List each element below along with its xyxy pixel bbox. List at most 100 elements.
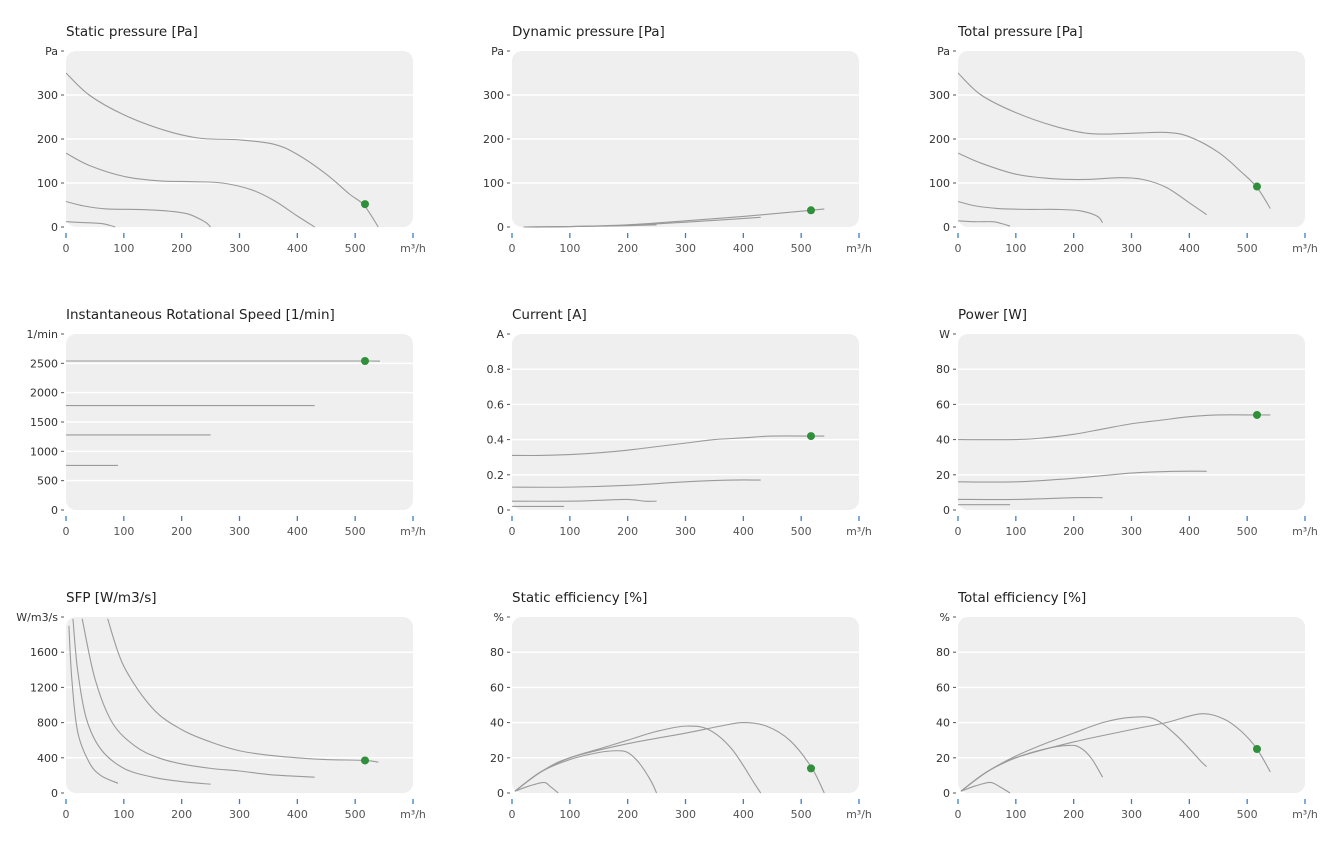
x-tick-label: 300 [675, 808, 696, 821]
series-line-3 [72, 618, 211, 785]
chart-svg[interactable]: 0 100 200 300 Pa 0 100 200 300 400 500 m³/h [892, 0, 1332, 270]
y-axis-unit-label: A [496, 328, 504, 341]
y-tick-label: 40 [490, 717, 504, 730]
plot-background [512, 617, 859, 793]
y-tick-label: 100 [929, 177, 950, 190]
x-tick-label: 400 [1179, 525, 1200, 538]
chart-svg[interactable]: 0 20 40 60 80% 0 100 200 300 400 500 m³/h [892, 566, 1332, 836]
x-tick-label: 100 [113, 808, 134, 821]
x-tick-label: 500 [345, 525, 366, 538]
y-tick-label: 200 [929, 133, 950, 146]
series-line-2 [960, 716, 1208, 792]
chart-svg[interactable]: 0 0.2 0.4 0.6 0.8 A 0 100 200 300 400 500 m³/h [446, 283, 886, 553]
y-tick-label: 0.6 [487, 398, 505, 411]
x-axis-unit-label: m³/h [846, 808, 872, 821]
series-line-4 [66, 221, 116, 228]
y-tick-label: 800 [37, 717, 58, 730]
chart-svg[interactable]: 0 400 800 1200 1600 W/m3/s 0 100 200 300 400 500 m³/… [0, 566, 440, 836]
x-tick-label: 100 [113, 242, 134, 255]
x-tick-label: 0 [509, 525, 516, 538]
chart-title: Power [W] [958, 307, 1027, 323]
series-line-1 [512, 435, 825, 457]
chart-title: Static efficiency [%] [512, 590, 648, 606]
x-tick-label: 400 [733, 242, 754, 255]
y-tick-label: 0 [497, 504, 504, 517]
x-tick-label: 300 [1121, 808, 1142, 821]
chart-panel-static-pressure: Static pressure [Pa] 0 100 200 300 Pa 0 100 200… [0, 0, 440, 270]
x-axis-unit-label: m³/h [846, 242, 872, 255]
x-tick-label: 300 [229, 808, 250, 821]
y-tick-label: 200 [483, 133, 504, 146]
x-axis-unit-label: m³/h [846, 525, 872, 538]
y-tick-label: 1200 [30, 681, 58, 694]
y-tick-label: 80 [490, 646, 504, 659]
y-tick-label: 40 [936, 434, 950, 447]
y-tick-label: 20 [936, 469, 950, 482]
x-tick-label: 200 [617, 808, 638, 821]
x-tick-label: 0 [63, 242, 70, 255]
x-tick-label: 200 [171, 808, 192, 821]
y-tick-label: 0 [497, 221, 504, 234]
y-axis-unit-label: Pa [491, 45, 504, 58]
operating-point [360, 756, 369, 765]
plot-background [958, 334, 1305, 510]
operating-point [360, 200, 369, 209]
series-line-1 [958, 72, 1271, 209]
chart-title: Dynamic pressure [Pa] [512, 24, 665, 40]
plot-background [958, 617, 1305, 793]
series-line-2 [958, 470, 1207, 483]
x-tick-label: 500 [1237, 242, 1258, 255]
chart-svg[interactable]: 0 20 40 60 80 W 0 100 200 300 400 500 m³/h [892, 283, 1332, 553]
chart-panel-power: Power [W] 0 20 40 60 80 W 0 100 200 300 400 500 m³/h [892, 283, 1332, 553]
chart-svg[interactable]: 0 100 200 300 Pa 0 100 200 300 400 500 m³/h [446, 0, 886, 270]
series-group [958, 414, 1271, 506]
y-tick-label: 1600 [30, 646, 58, 659]
y-tick-label: 20 [490, 752, 504, 765]
plot-background [66, 617, 413, 793]
x-tick-label: 200 [617, 242, 638, 255]
chart-title: Instantaneous Rotational Speed [1/min] [66, 307, 335, 323]
operating-point [1252, 745, 1261, 753]
y-axis-unit-label: Pa [45, 45, 58, 58]
y-tick-label: 0 [943, 221, 950, 234]
x-tick-label: 0 [955, 525, 962, 538]
y-tick-label: 100 [37, 177, 58, 190]
x-tick-label: 300 [1121, 525, 1142, 538]
y-tick-label: 100 [483, 177, 504, 190]
x-tick-label: 400 [733, 808, 754, 821]
series-group [68, 618, 379, 785]
chart-svg[interactable]: 0 20 40 60 80% 0 100 200 300 400 500 m³/h [446, 566, 886, 836]
operating-point [1252, 182, 1261, 191]
operating-point [806, 432, 815, 441]
y-tick-label: 300 [483, 89, 504, 102]
chart-svg[interactable]: 0 100 200 300 Pa 0 100 200 300 400 500 m³/h [0, 0, 440, 270]
chart-svg[interactable]: 0 500 1000 1500 2000 2500 1/min 0 100 200 300 400 50… [0, 283, 440, 553]
x-tick-label: 500 [791, 808, 812, 821]
series-group [960, 713, 1271, 794]
operating-point [806, 206, 815, 215]
x-tick-label: 300 [229, 242, 250, 255]
x-tick-label: 500 [345, 808, 366, 821]
x-tick-label: 500 [1237, 808, 1258, 821]
x-tick-label: 500 [345, 242, 366, 255]
series-line-3 [960, 744, 1104, 792]
x-tick-label: 100 [559, 808, 580, 821]
chart-panel-total-pressure: Total pressure [Pa] 0 100 200 300 Pa 0 100 200 3… [892, 0, 1332, 270]
y-axis-unit-label: W [939, 328, 950, 341]
y-tick-label: 60 [936, 681, 950, 694]
series-line-2 [81, 618, 315, 778]
series-group [958, 72, 1271, 227]
x-tick-label: 200 [1063, 808, 1084, 821]
series-group [514, 722, 825, 794]
y-tick-label: 0 [51, 787, 58, 800]
x-tick-label: 500 [1237, 525, 1258, 538]
y-tick-label: 0.8 [487, 363, 505, 376]
chart-panel-total-efficiency: Total efficiency [%] 0 20 40 60 80% 0 100 200 30… [892, 566, 1332, 836]
y-axis-unit-label: 1/min [27, 328, 58, 341]
series-line-2 [514, 725, 762, 794]
operating-point [1252, 410, 1261, 419]
chart-panel-current: Current [A] 0 0.2 0.4 0.6 0.8 A 0 100 200 300 400 5… [446, 283, 886, 553]
series-line-1 [107, 618, 379, 763]
y-tick-label: 80 [936, 646, 950, 659]
chart-panel-sfp: SFP [W/m3/s] 0 400 800 1200 1600 W/m3/s 0 100 20… [0, 566, 440, 836]
